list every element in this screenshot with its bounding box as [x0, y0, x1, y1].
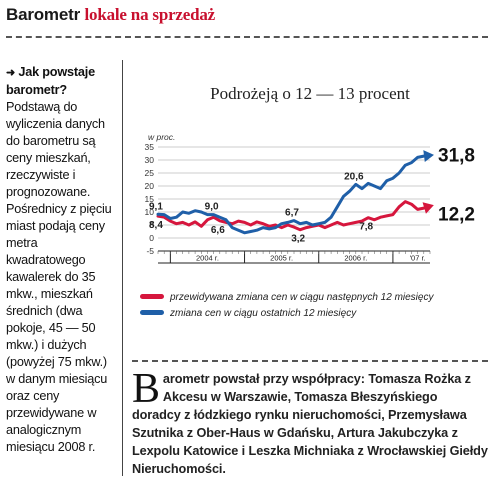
legend-swatch	[140, 310, 164, 315]
y-tick-label: 15	[145, 194, 155, 204]
y-axis-label: w proc.	[148, 132, 175, 142]
x-tick-label: 2004 r.	[196, 254, 219, 263]
title-part-2: lokale na sprzedaż	[84, 5, 216, 24]
data-label-end: 12,2	[438, 204, 475, 225]
y-tick-label: 30	[145, 155, 155, 165]
sidebar-article: ➜ Jak powstaje barometr? Podstawą do wyl…	[6, 64, 116, 456]
sidebar-lead: Jak powstaje barometr?	[6, 65, 95, 97]
series-line-1	[156, 200, 432, 232]
data-label-end: 31,8	[438, 145, 475, 166]
arrow-icon: ➜	[6, 67, 16, 79]
data-label: 9,0	[205, 202, 219, 213]
y-tick-label: -5	[146, 246, 154, 256]
top-divider	[6, 36, 488, 38]
data-label: 6,7	[285, 208, 299, 219]
chart-data-labels: 9,1 8,4 9,0 6,6 6,7 3,2 20,6 7,8 31,8 12,2	[149, 145, 475, 244]
y-tick-label: 35	[145, 142, 155, 152]
sidebar-text: Podstawą do wyliczenia danych do baromet…	[6, 100, 112, 454]
data-label: 7,8	[359, 222, 373, 233]
data-label: 3,2	[291, 234, 305, 245]
drop-cap: B	[132, 366, 160, 412]
chart-lines	[156, 150, 434, 235]
legend-label: zmiana cen w ciągu ostatnich 12 miesięcy	[169, 308, 357, 319]
y-tick-label: 25	[145, 168, 155, 178]
legend-swatch	[140, 294, 164, 299]
page-title: Barometr lokale na sprzedaż	[6, 5, 215, 25]
y-tick-label: 0	[149, 233, 154, 243]
x-tick-label: 2005 r.	[270, 254, 293, 263]
title-part-1: Barometr	[6, 5, 80, 24]
y-axis: -5 0 5 10 15 20 25 30 35w proc.	[145, 132, 176, 256]
series-arrowhead-2	[423, 150, 434, 163]
chart-title: Podrożeją o 12 — 13 procent	[210, 84, 410, 103]
data-label: 20,6	[344, 171, 364, 182]
mid-divider	[132, 360, 488, 362]
data-label: 9,1	[149, 201, 163, 212]
series-line-2	[156, 153, 432, 235]
series-arrowhead-1	[422, 202, 434, 214]
x-tick-label: '07 r.	[410, 254, 426, 263]
y-tick-label: 10	[145, 207, 155, 217]
credits-text: arometr powstał przy współpracy: Tomasza…	[132, 372, 488, 476]
x-axis: 2004 r. 2005 r. 2006 r. '07 r.	[157, 250, 431, 264]
y-tick-label: 20	[145, 181, 155, 191]
x-tick-label: 2006 r.	[344, 254, 367, 263]
legend-label: przewidywana zmiana cen w ciągu następny…	[169, 292, 434, 303]
column-divider	[122, 60, 123, 476]
chart-legend: przewidywana zmiana cen w ciągu następny…	[140, 292, 434, 319]
y-tick-label: 5	[149, 220, 154, 230]
data-label: 8,4	[149, 220, 163, 231]
data-label: 6,6	[211, 225, 225, 236]
